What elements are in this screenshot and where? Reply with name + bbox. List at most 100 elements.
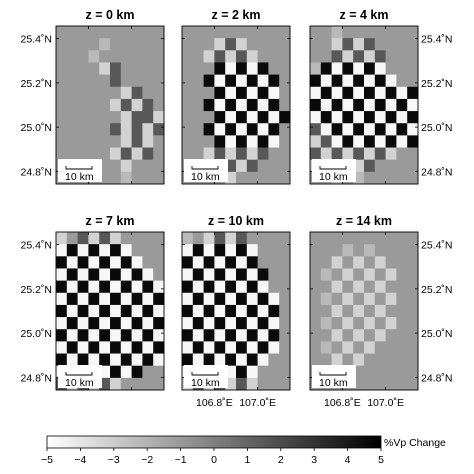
scale-bar-label: 10 km bbox=[319, 377, 348, 389]
velocity-cell bbox=[110, 280, 122, 294]
velocity-cell bbox=[407, 86, 419, 100]
velocity-cell bbox=[246, 62, 258, 76]
velocity-cell bbox=[142, 135, 154, 148]
velocity-cell bbox=[56, 26, 68, 39]
velocity-cell bbox=[364, 171, 376, 185]
velocity-cell bbox=[353, 365, 365, 379]
velocity-cell bbox=[279, 111, 291, 124]
panel-frame bbox=[309, 231, 419, 391]
velocity-cell bbox=[192, 280, 204, 294]
velocity-cell bbox=[364, 377, 376, 391]
velocity-cell bbox=[99, 98, 111, 112]
velocity-cell bbox=[364, 341, 376, 354]
velocity-cell bbox=[56, 38, 68, 51]
velocity-cell bbox=[153, 292, 165, 306]
velocity-cell bbox=[182, 280, 194, 294]
velocity-cell bbox=[374, 365, 386, 379]
velocity-cell bbox=[268, 280, 280, 294]
velocity-cell bbox=[342, 317, 354, 330]
velocity-cell bbox=[396, 62, 408, 76]
panel-frame bbox=[181, 231, 291, 391]
velocity-cell bbox=[203, 244, 215, 257]
velocity-cell bbox=[192, 123, 204, 136]
velocity-cell bbox=[257, 377, 269, 391]
velocity-cell bbox=[225, 280, 237, 294]
velocity-cell bbox=[88, 256, 100, 269]
velocity-cell bbox=[182, 292, 194, 306]
velocity-cell bbox=[407, 159, 419, 173]
velocity-cell bbox=[342, 329, 354, 342]
velocity-cell bbox=[120, 98, 132, 112]
velocity-cell bbox=[396, 292, 408, 306]
velocity-cell bbox=[374, 62, 386, 76]
y-tick-label: 25.2˚N bbox=[20, 284, 52, 296]
panel-frame bbox=[55, 231, 165, 391]
velocity-cell bbox=[353, 317, 365, 330]
velocity-cell bbox=[120, 86, 132, 100]
velocity-cell bbox=[407, 171, 419, 185]
velocity-cell bbox=[88, 147, 100, 161]
velocity-cell bbox=[331, 292, 343, 306]
velocity-cell bbox=[246, 304, 258, 318]
velocity-cell bbox=[279, 304, 291, 318]
velocity-cell bbox=[353, 256, 365, 269]
velocity-cell bbox=[225, 74, 237, 88]
velocity-cell bbox=[88, 86, 100, 100]
velocity-cell bbox=[257, 123, 269, 136]
velocity-cell bbox=[120, 353, 132, 367]
velocity-cell bbox=[257, 268, 269, 282]
velocity-cell bbox=[246, 74, 258, 88]
panel-frame bbox=[181, 25, 291, 185]
velocity-cell bbox=[225, 292, 237, 306]
velocity-cell bbox=[310, 86, 322, 100]
velocity-cell bbox=[225, 147, 237, 161]
velocity-cell bbox=[396, 147, 408, 161]
velocity-cell bbox=[131, 98, 143, 112]
velocity-cell bbox=[364, 123, 376, 136]
velocity-cell bbox=[320, 98, 332, 112]
velocity-cell bbox=[236, 377, 248, 391]
velocity-cell bbox=[246, 38, 258, 51]
velocity-cell bbox=[99, 38, 111, 51]
velocity-cell bbox=[203, 62, 215, 76]
velocity-cell bbox=[77, 256, 89, 269]
scale-bar-label: 10 km bbox=[65, 377, 94, 389]
velocity-cell bbox=[182, 26, 194, 39]
velocity-cell bbox=[192, 353, 204, 367]
velocity-cell bbox=[88, 123, 100, 136]
velocity-cell bbox=[77, 62, 89, 76]
velocity-cell bbox=[56, 111, 68, 124]
velocity-cell bbox=[310, 232, 322, 245]
velocity-cell bbox=[182, 111, 194, 124]
velocity-cell bbox=[407, 317, 419, 330]
velocity-cell bbox=[353, 98, 365, 112]
velocity-cell bbox=[374, 135, 386, 148]
velocity-cell bbox=[407, 26, 419, 39]
colorbar-label: %Vp Change bbox=[384, 437, 446, 449]
velocity-cell bbox=[236, 159, 248, 173]
velocity-cell bbox=[214, 280, 226, 294]
velocity-cell bbox=[342, 74, 354, 88]
velocity-cell bbox=[353, 50, 365, 63]
panel-5: 10 km z = 10 km bbox=[181, 214, 291, 391]
velocity-cell bbox=[396, 111, 408, 124]
velocity-cell bbox=[257, 329, 269, 342]
velocity-cell bbox=[153, 317, 165, 330]
velocity-cell bbox=[236, 135, 248, 148]
velocity-cell bbox=[374, 268, 386, 282]
velocity-cell bbox=[182, 38, 194, 51]
velocity-cell bbox=[99, 26, 111, 39]
velocity-cell bbox=[131, 317, 143, 330]
velocity-cell bbox=[131, 377, 143, 391]
velocity-cell bbox=[99, 171, 111, 185]
velocity-cell bbox=[364, 268, 376, 282]
velocity-cell bbox=[77, 50, 89, 63]
velocity-cell bbox=[279, 135, 291, 148]
colorbar-tick-label: 3 bbox=[311, 454, 317, 466]
velocity-cell bbox=[236, 147, 248, 161]
velocity-cell bbox=[56, 86, 68, 100]
velocity-cell bbox=[192, 111, 204, 124]
x-tick-label: 107.0˚E bbox=[239, 397, 276, 409]
velocity-cell bbox=[320, 147, 332, 161]
